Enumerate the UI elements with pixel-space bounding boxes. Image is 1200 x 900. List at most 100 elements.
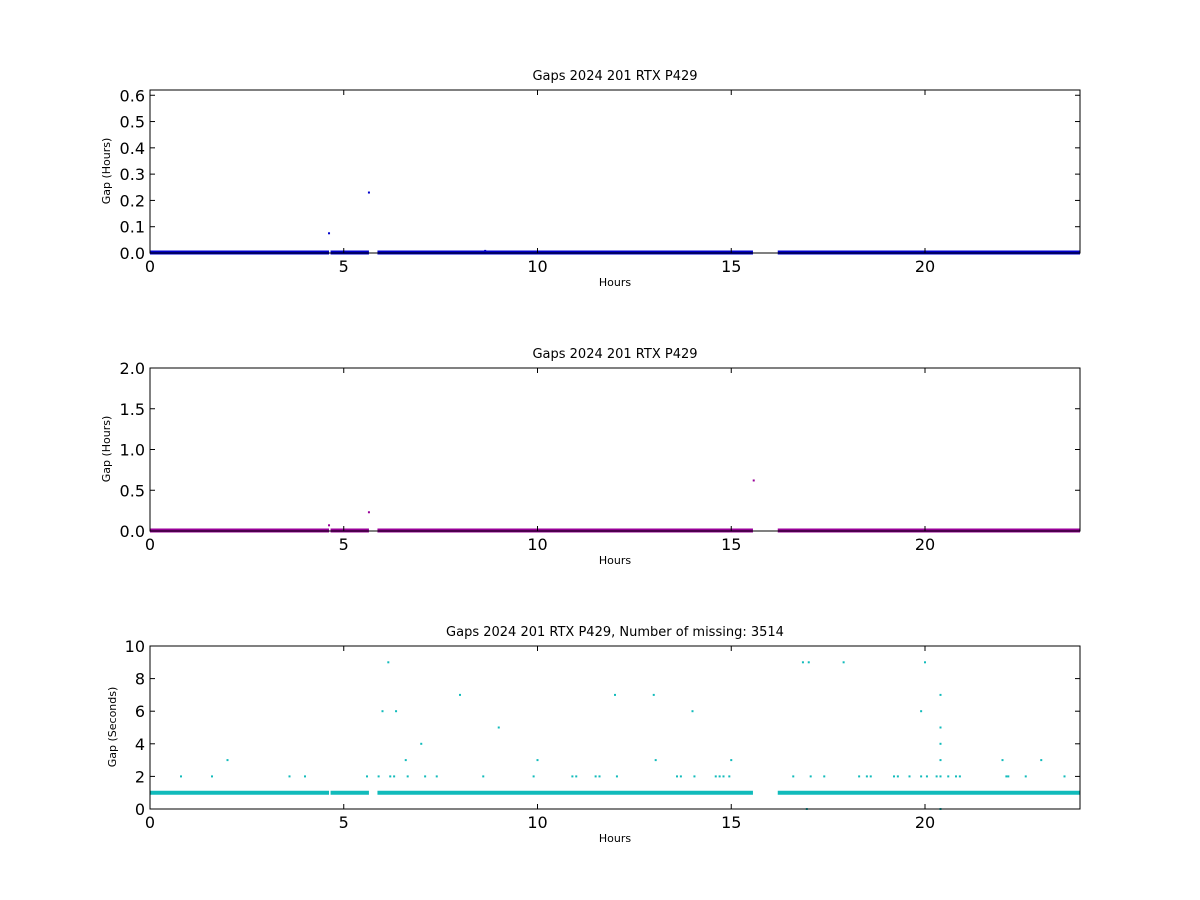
data-point [801,661,804,664]
data-point [652,693,655,696]
y-tick-label: 0.2 [120,191,145,210]
data-point [615,775,618,778]
y-tick-label: 2 [135,767,145,786]
chart-panel-1: Gaps 2024 201 RTX P429 Hours Gap (Hours)… [100,69,1081,289]
data-point [180,775,182,778]
data-point [858,775,861,778]
data-point [925,775,928,778]
data-point [908,775,911,778]
chart-title: Gaps 2024 201 RTX P429 [532,347,697,362]
data-point [598,775,601,778]
data-point [484,249,487,252]
plot-frame [149,89,1081,254]
data-point [211,775,213,778]
y-tick-label: 0.5 [120,481,145,500]
data-point [752,479,755,482]
y-tick-label: 0 [135,800,145,819]
data-point [947,775,950,778]
x-tick-label: 0 [145,535,155,554]
y-axis-label: Gap (Hours) [100,416,113,483]
data-point [1063,775,1066,778]
data-point [406,775,409,778]
data-point [328,524,331,527]
data-point [497,726,500,729]
data-point [377,775,380,778]
data-point [536,759,539,762]
x-tick-label: 15 [721,257,741,276]
chart-title: Gaps 2024 201 RTX P429, Number of missin… [446,625,784,640]
data-point [575,775,578,778]
data-point [728,775,731,778]
x-tick-label: 20 [915,257,935,276]
data-point [367,191,370,194]
data-point [865,775,868,778]
x-axis-label: Hours [599,276,631,289]
data-point [367,511,370,514]
data-point [718,775,721,778]
x-axis-label: Hours [599,832,631,845]
data-point [226,759,229,762]
data-point [1007,775,1010,778]
data-point [823,775,826,778]
y-tick-label: 6 [135,702,145,721]
y-tick-label: 2.0 [120,359,145,378]
y-axis-label: Gap (Seconds) [106,687,119,768]
x-tick-label: 5 [339,257,349,276]
data-point [935,775,938,778]
x-tick-label: 5 [339,813,349,832]
data-point [482,775,485,778]
data-point [366,775,368,778]
data-point [381,710,384,713]
y-tick-label: 4 [135,735,145,754]
data-point [393,775,396,778]
data-point [1001,759,1004,762]
y-tick-label: 0.4 [120,139,145,158]
y-axis-label: Gap (Hours) [100,138,113,205]
y-tick-label: 0.0 [120,244,145,263]
chart-panel-3: Gaps 2024 201 RTX P429, Number of missin… [106,625,1081,845]
data-point [676,775,678,778]
data-point [654,759,657,762]
x-tick-label: 15 [721,535,741,554]
data-point [288,775,291,778]
y-tick-label: 1.5 [120,400,145,419]
y-tick-label: 0.1 [120,218,145,237]
data-point [955,775,957,778]
data-point [691,710,694,713]
y-tick-label: 0.6 [120,86,145,105]
data-point [807,661,810,664]
data-point [939,693,942,696]
data-point [730,759,733,762]
data-point [939,759,942,762]
x-tick-label: 15 [721,813,741,832]
data-point [328,232,331,235]
data-point [424,775,427,778]
data-point [939,775,942,778]
data-point [532,775,535,778]
y-tick-label: 10 [125,637,145,656]
data-point [693,775,696,778]
y-tick-label: 0.5 [120,113,145,132]
x-axis-label: Hours [599,554,631,567]
data-point [387,661,390,664]
data-point [920,775,923,778]
data-point [459,693,461,696]
plot-frame [149,645,1081,810]
data-point [939,726,942,729]
data-point [920,710,923,713]
data-point [1024,775,1027,778]
data-point [958,775,961,778]
plot-frame [149,367,1081,532]
data-point [869,775,872,778]
data-point [924,661,926,664]
data-point [571,775,574,778]
data-point [614,693,616,696]
data-point [722,775,725,778]
x-tick-label: 0 [145,813,155,832]
y-tick-label: 8 [135,670,145,689]
chart-panel-2: Gaps 2024 201 RTX P429 Hours Gap (Hours)… [100,347,1081,567]
data-point [679,775,682,778]
x-tick-label: 10 [527,535,547,554]
data-point [792,775,795,778]
data-point [939,742,942,745]
